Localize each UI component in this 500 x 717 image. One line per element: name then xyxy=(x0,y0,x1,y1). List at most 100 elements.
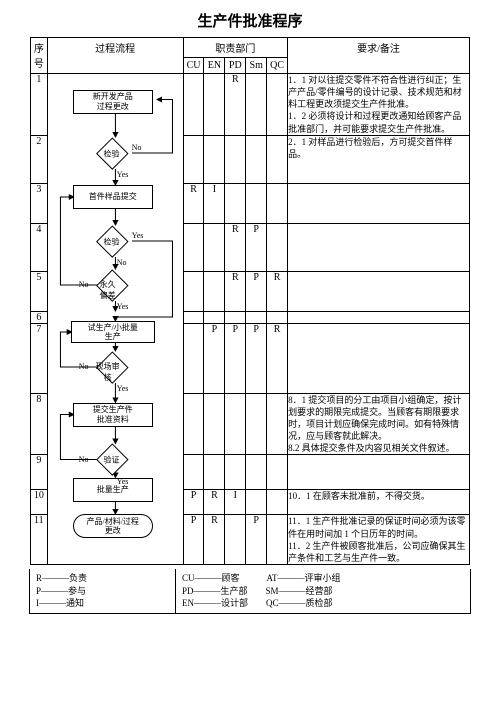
req-cell xyxy=(288,183,470,223)
dept-cell xyxy=(267,455,288,490)
legend-dept-1: PD———生产部 SM———经营部 xyxy=(182,585,464,598)
dept-cell xyxy=(246,74,267,136)
dept-cell xyxy=(183,323,204,393)
flow-cell: 新开发产品过程更改检验首件样品提交检验永久偏差试生产/小批量生产现场审核提交生产… xyxy=(47,74,183,565)
flow-label: No xyxy=(117,258,127,267)
dept-cell xyxy=(267,311,288,323)
col-seq: 序号 xyxy=(31,38,48,74)
dept-cell xyxy=(183,223,204,271)
legend-role-0: R———负责 xyxy=(36,572,169,585)
dept-cell xyxy=(225,135,246,183)
dept-cell xyxy=(246,490,267,515)
dept-cell xyxy=(183,455,204,490)
dept-cell: I xyxy=(204,183,225,223)
dept-cell xyxy=(204,455,225,490)
table-row: 1新开发产品过程更改检验首件样品提交检验永久偏差试生产/小批量生产现场审核提交生… xyxy=(31,74,470,136)
dept-cell xyxy=(267,135,288,183)
col-dept-0: CU xyxy=(183,58,204,74)
col-dept-4: QC xyxy=(267,58,288,74)
dept-cell xyxy=(267,223,288,271)
flow-rect: 提交生产件批准资料 xyxy=(73,403,153,427)
seq-cell: 10 xyxy=(31,490,48,515)
dept-cell: R xyxy=(183,183,204,223)
col-dept-1: EN xyxy=(204,58,225,74)
dept-cell xyxy=(267,183,288,223)
dept-cell: P xyxy=(183,515,204,565)
flow-label: Yes xyxy=(117,384,129,393)
dept-cell xyxy=(267,490,288,515)
flow-label: Yes xyxy=(117,170,129,179)
seq-cell: 2 xyxy=(31,135,48,183)
page-title: 生产件批准程序 xyxy=(0,10,500,31)
req-cell: 2．1 对样品进行检验后，方可提交首件样品。 xyxy=(288,135,470,183)
dept-cell: P xyxy=(246,223,267,271)
dept-cell: P xyxy=(183,490,204,515)
flow-label: Yes xyxy=(117,477,129,486)
dept-cell: R xyxy=(225,271,246,311)
legend: R———负责 P———参与 I———通知 CU———顾客 AT———评审小组 P… xyxy=(29,569,471,614)
dept-cell xyxy=(225,455,246,490)
dept-cell: P xyxy=(246,515,267,565)
dept-cell xyxy=(204,223,225,271)
dept-cell: R xyxy=(204,515,225,565)
col-req: 要求/备注 xyxy=(288,38,470,74)
dept-cell xyxy=(183,311,204,323)
flow-label: No xyxy=(79,280,89,289)
seq-cell: 6 xyxy=(31,311,48,323)
flow-rect: 新开发产品过程更改 xyxy=(73,90,153,114)
dept-cell xyxy=(246,455,267,490)
procedure-table: 序号 过程流程 职责部门 要求/备注 CU EN PD Sm QC 1新开发产品… xyxy=(30,37,470,565)
legend-role-2: I———通知 xyxy=(36,597,169,610)
col-dept-group: 职责部门 xyxy=(183,38,288,58)
req-cell xyxy=(288,271,470,311)
legend-role-1: P———参与 xyxy=(36,585,169,598)
req-cell xyxy=(288,323,470,393)
dept-cell: P xyxy=(246,323,267,393)
flow-rect: 试生产/小批量生产 xyxy=(71,321,155,343)
dept-cell xyxy=(267,393,288,455)
dept-cell xyxy=(183,393,204,455)
req-cell xyxy=(288,455,470,490)
flow-rect: 产品/材料/过程更改 xyxy=(73,514,153,538)
dept-cell xyxy=(246,183,267,223)
req-cell: 10．1 在顾客未批准前，不得交货。 xyxy=(288,490,470,515)
seq-cell: 1 xyxy=(31,74,48,136)
dept-cell: I xyxy=(225,490,246,515)
dept-cell xyxy=(183,271,204,311)
flow-label: Yes xyxy=(117,302,129,311)
dept-cell: R xyxy=(225,223,246,271)
col-dept-3: Sm xyxy=(246,58,267,74)
legend-dept-0: CU———顾客 AT———评审小组 xyxy=(182,572,464,585)
flow-rect: 批量生产 xyxy=(73,478,153,502)
col-dept-2: PD xyxy=(225,58,246,74)
dept-cell xyxy=(225,183,246,223)
dept-cell xyxy=(267,74,288,136)
legend-dept-2: EN———设计部 QC———质检部 xyxy=(182,597,464,610)
flow-label: No xyxy=(79,362,89,371)
flow-label: Yes xyxy=(132,231,144,240)
dept-cell xyxy=(204,74,225,136)
dept-cell xyxy=(225,515,246,565)
dept-cell xyxy=(267,515,288,565)
dept-cell xyxy=(183,135,204,183)
dept-cell xyxy=(204,135,225,183)
dept-cell xyxy=(246,393,267,455)
dept-cell: R xyxy=(267,271,288,311)
dept-cell xyxy=(204,393,225,455)
seq-cell: 9 xyxy=(31,455,48,490)
seq-cell: 3 xyxy=(31,183,48,223)
seq-cell: 7 xyxy=(31,323,48,393)
req-cell: 1．1 对以往提交零件不符合性进行纠正；生产产品/零件编号的设计记录、技术规范和… xyxy=(288,74,470,136)
table-header-row-1: 序号 过程流程 职责部门 要求/备注 xyxy=(31,38,470,58)
seq-cell: 11 xyxy=(31,515,48,565)
dept-cell: R xyxy=(267,323,288,393)
dept-cell: R xyxy=(204,490,225,515)
dept-cell: P xyxy=(246,271,267,311)
req-cell: 8．1 提交项目的分工由项目小组确定，按计划要求的期限完成提交。当顾客有期限要求… xyxy=(288,393,470,455)
seq-cell: 8 xyxy=(31,393,48,455)
dept-cell: R xyxy=(225,74,246,136)
dept-cell xyxy=(225,311,246,323)
seq-cell: 5 xyxy=(31,271,48,311)
seq-cell: 4 xyxy=(31,223,48,271)
dept-cell: P xyxy=(204,323,225,393)
